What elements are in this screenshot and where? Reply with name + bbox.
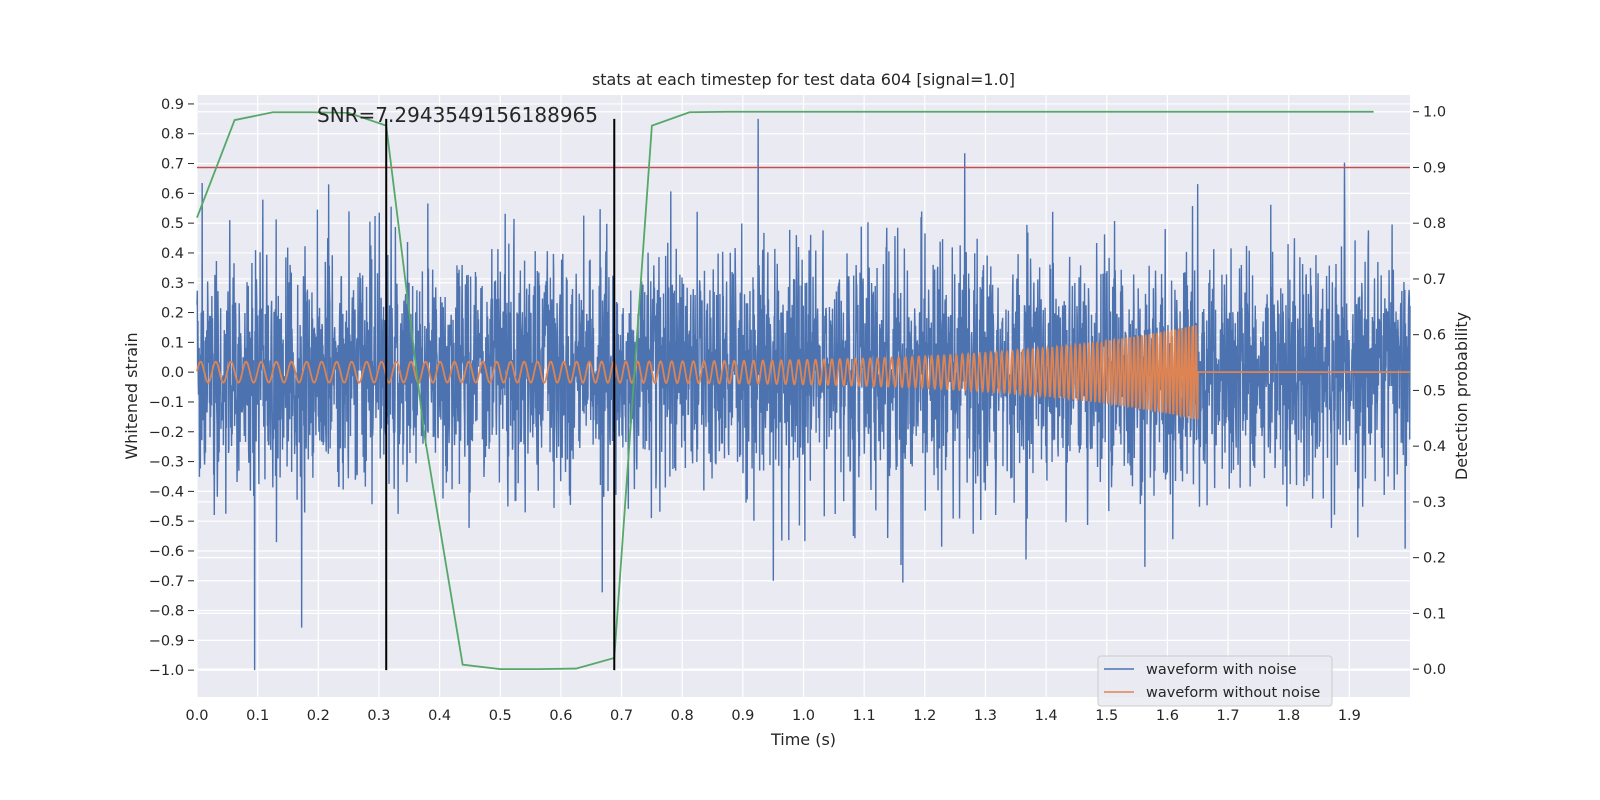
x-tick-label: 0.3 bbox=[367, 708, 390, 724]
x-tick-label: 0.7 bbox=[610, 708, 633, 724]
y-right-tick-label: 0.6 bbox=[1423, 328, 1446, 344]
y-right-tick-label: 0.9 bbox=[1423, 160, 1446, 176]
x-tick-label: 1.4 bbox=[1035, 708, 1058, 724]
series-waveform-without-noise bbox=[196, 324, 1410, 420]
y-right-tick-label: 1.0 bbox=[1423, 105, 1446, 121]
y-right-tick-label: 0.1 bbox=[1423, 606, 1446, 622]
y-tick-label: 0.2 bbox=[161, 306, 184, 322]
x-tick-label: 0.8 bbox=[671, 708, 694, 724]
x-tick-label: 0.6 bbox=[549, 708, 572, 724]
y-tick-label: 0.0 bbox=[161, 365, 184, 381]
y-right-tick-label: 0.2 bbox=[1423, 551, 1446, 567]
y-tick-label: −0.8 bbox=[149, 604, 184, 620]
x-tick-label: 0.0 bbox=[185, 708, 208, 724]
y-axis-right-label: Detection probability bbox=[1452, 312, 1471, 480]
y-tick-label: 0.6 bbox=[161, 186, 184, 202]
x-tick-label: 1.2 bbox=[913, 708, 936, 724]
y-tick-label: −0.4 bbox=[149, 484, 184, 500]
y-right-tick-label: 0.7 bbox=[1423, 272, 1446, 288]
y-tick-label: −0.6 bbox=[149, 544, 184, 560]
y-right-tick-label: 0.4 bbox=[1423, 439, 1446, 455]
y-axis-label: Whitened strain bbox=[122, 332, 141, 459]
y-right-tick-label: 0.5 bbox=[1423, 383, 1446, 399]
snr-annotation: SNR=7.2943549156188965 bbox=[317, 103, 598, 127]
x-tick-label: 1.8 bbox=[1277, 708, 1300, 724]
x-tick-label: 1.7 bbox=[1217, 708, 1240, 724]
series-detection-probability bbox=[196, 110, 1374, 671]
legend-box bbox=[1097, 655, 1333, 707]
x-tick-label: 1.0 bbox=[792, 708, 815, 724]
legend-entry-clean: waveform without noise bbox=[1146, 685, 1320, 701]
y-tick-label: 0.7 bbox=[161, 157, 184, 173]
y-tick-label: 0.5 bbox=[161, 216, 184, 232]
x-axis-label: Time (s) bbox=[770, 730, 836, 749]
tick-labels: 0.0 0.1 0.2 0.3 0.4 0.5 0.6 0.7 0.8 0.9 1.0 1.1 1.2 1… bbox=[149, 97, 1446, 724]
y-tick-label: −0.5 bbox=[149, 514, 184, 530]
y-right-tick-label: 0.3 bbox=[1423, 495, 1446, 511]
x-tick-label: 1.9 bbox=[1338, 708, 1361, 724]
y-tick-label: −1.0 bbox=[149, 663, 184, 679]
y-tick-label: 0.4 bbox=[161, 246, 184, 262]
series-layer bbox=[196, 110, 1411, 671]
legend: waveform with noise waveform without noi… bbox=[1097, 655, 1333, 707]
x-tick-label: 1.6 bbox=[1156, 708, 1179, 724]
y-tick-label: −0.9 bbox=[149, 633, 184, 649]
legend-entry-noise: waveform with noise bbox=[1146, 662, 1297, 678]
y-tick-label: −0.2 bbox=[149, 425, 184, 441]
y-tick-label: 0.3 bbox=[161, 276, 184, 292]
x-tick-label: 0.2 bbox=[307, 708, 330, 724]
y-right-tick-label: 0.0 bbox=[1423, 662, 1446, 678]
x-tick-label: 1.5 bbox=[1095, 708, 1118, 724]
x-tick-label: 1.1 bbox=[853, 708, 876, 724]
y-right-tick-label: 0.8 bbox=[1423, 216, 1446, 232]
y-tick-label: 0.8 bbox=[161, 127, 184, 143]
y-tick-label: 0.1 bbox=[161, 335, 184, 351]
x-tick-label: 1.3 bbox=[974, 708, 997, 724]
chart-title: stats at each timestep for test data 604… bbox=[592, 70, 1015, 89]
y-tick-label: 0.9 bbox=[161, 97, 184, 113]
x-tick-label: 0.9 bbox=[731, 708, 754, 724]
x-tick-label: 0.4 bbox=[428, 708, 451, 724]
y-tick-label: −0.3 bbox=[149, 455, 184, 471]
x-tick-label: 0.1 bbox=[246, 708, 269, 724]
y-tick-label: −0.7 bbox=[149, 574, 184, 590]
y-tick-label: −0.1 bbox=[149, 395, 184, 411]
x-tick-label: 0.5 bbox=[489, 708, 512, 724]
series-waveform-with-noise bbox=[196, 118, 1411, 671]
